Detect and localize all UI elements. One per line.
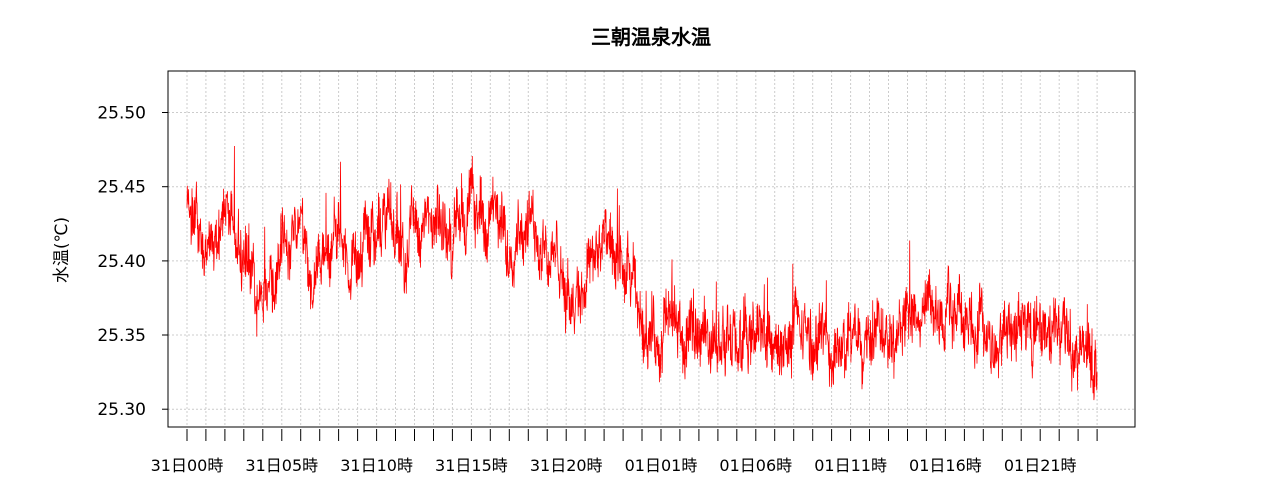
x-axis: 31日00時 31日05時 31日10時 31日15時 31日20時 01日01時 01日0… [151,429,1098,475]
y-tick-label: 25.50 [97,104,146,124]
plot-frame [167,70,1136,428]
series-layer [186,145,1098,401]
y-tick-label: 25.45 [97,178,146,198]
x-tick-label: 31日00時 [151,456,224,475]
y-tick-label: 25.35 [97,326,146,346]
x-tick-label: 31日10時 [340,456,413,475]
chart-title: 三朝温泉水温 [591,25,711,49]
x-tick-label: 01日21時 [1004,456,1077,475]
y-tick-label: 25.30 [97,400,146,420]
x-tick-label: 31日05時 [245,456,318,475]
x-tick-label: 01日06時 [719,456,792,475]
y-tick-label: 25.40 [97,252,146,272]
x-tick-label: 01日11時 [814,456,887,475]
y-axis-label: 水温(℃) [52,217,72,283]
grid-layer [168,71,1135,427]
x-tick-label: 01日01時 [625,456,698,475]
y-axis: 25.30 25.35 25.40 25.45 25.50 [97,104,168,420]
x-tick-label: 01日16時 [909,456,982,475]
water-temperature-line [186,145,1098,401]
x-tick-label: 31日20時 [530,456,603,475]
x-tick-label: 31日15時 [435,456,508,475]
